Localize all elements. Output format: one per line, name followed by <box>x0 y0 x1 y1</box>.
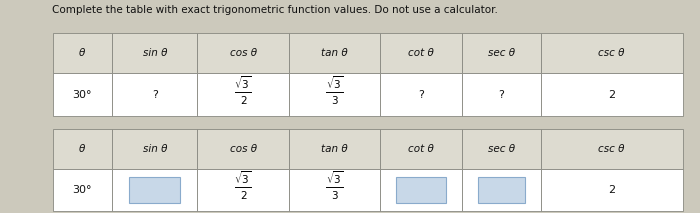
Bar <box>52 33 112 73</box>
Text: $\sqrt{3}$: $\sqrt{3}$ <box>326 169 343 186</box>
Text: 3: 3 <box>331 191 337 201</box>
Bar <box>197 73 289 116</box>
Bar <box>462 73 540 116</box>
Text: ?: ? <box>418 90 424 100</box>
Text: cos θ: cos θ <box>230 144 257 154</box>
Bar <box>197 169 289 211</box>
Text: ?: ? <box>498 90 504 100</box>
Bar <box>380 73 462 116</box>
Text: θ: θ <box>79 144 85 154</box>
Text: cot θ: cot θ <box>408 48 434 58</box>
Bar <box>380 129 462 169</box>
Text: sin θ: sin θ <box>143 144 167 154</box>
Bar <box>197 33 289 73</box>
Bar <box>112 73 197 116</box>
Text: $\sqrt{3}$: $\sqrt{3}$ <box>234 169 252 186</box>
Text: $\sqrt{3}$: $\sqrt{3}$ <box>326 74 343 91</box>
Bar <box>396 177 446 203</box>
Bar <box>288 33 380 73</box>
Bar <box>197 129 289 169</box>
Text: 2: 2 <box>608 185 615 195</box>
Bar <box>540 33 682 73</box>
Text: 30°: 30° <box>73 185 92 195</box>
Text: sec θ: sec θ <box>488 48 515 58</box>
Text: sec θ: sec θ <box>488 144 515 154</box>
Bar <box>540 169 682 211</box>
Bar <box>288 169 380 211</box>
Text: tan θ: tan θ <box>321 144 348 154</box>
Bar <box>112 33 197 73</box>
Bar <box>130 177 181 203</box>
Bar <box>380 169 462 211</box>
Text: csc θ: csc θ <box>598 48 625 58</box>
Text: tan θ: tan θ <box>321 48 348 58</box>
Text: θ: θ <box>79 48 85 58</box>
Bar <box>288 73 380 116</box>
Bar <box>462 33 540 73</box>
Text: cot θ: cot θ <box>408 144 434 154</box>
Bar <box>462 129 540 169</box>
Bar <box>52 129 112 169</box>
Bar <box>52 73 112 116</box>
Bar <box>462 169 540 211</box>
Bar <box>288 129 380 169</box>
Text: csc θ: csc θ <box>598 144 625 154</box>
Bar <box>540 73 682 116</box>
Bar <box>380 33 462 73</box>
Text: 2: 2 <box>240 191 246 201</box>
Text: Complete the table with exact trigonometric function values. Do not use a calcul: Complete the table with exact trigonomet… <box>52 5 498 15</box>
Text: cos θ: cos θ <box>230 48 257 58</box>
Text: 3: 3 <box>331 96 337 106</box>
Text: ?: ? <box>152 90 158 100</box>
Text: sin θ: sin θ <box>143 48 167 58</box>
Text: $\sqrt{3}$: $\sqrt{3}$ <box>234 74 252 91</box>
Text: 30°: 30° <box>73 90 92 100</box>
Text: 2: 2 <box>608 90 615 100</box>
Bar <box>477 177 525 203</box>
Bar <box>540 129 682 169</box>
Bar <box>52 169 112 211</box>
Text: 2: 2 <box>240 96 246 106</box>
Bar <box>112 169 197 211</box>
Bar <box>112 129 197 169</box>
